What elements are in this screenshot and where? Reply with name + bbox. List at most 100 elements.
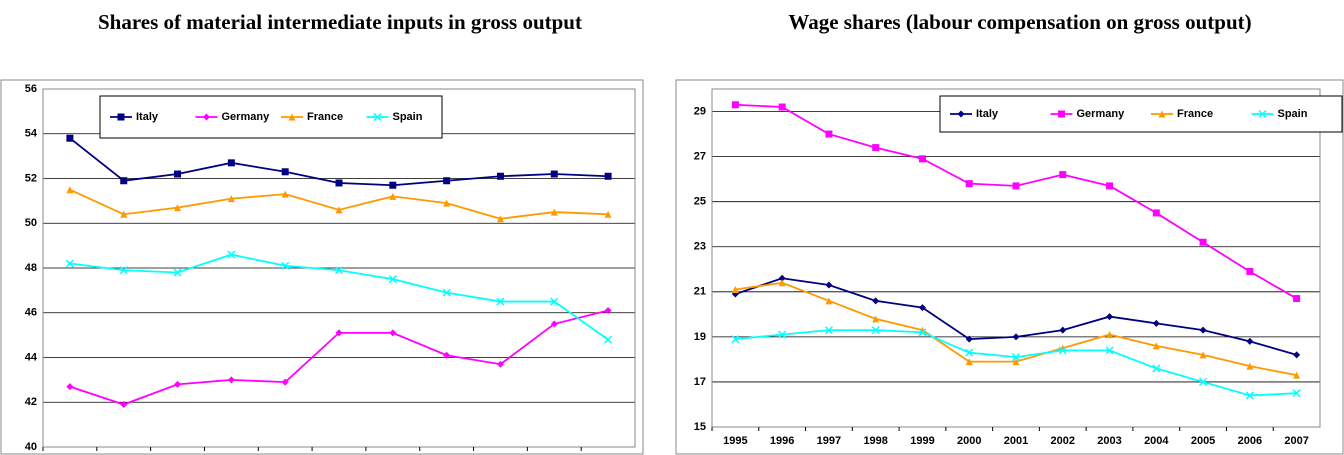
marker xyxy=(1059,326,1067,334)
marker xyxy=(496,360,504,368)
marker xyxy=(1199,326,1207,334)
marker xyxy=(281,261,290,270)
marker xyxy=(496,297,505,306)
marker xyxy=(388,275,397,284)
marker xyxy=(1011,353,1021,362)
marker xyxy=(1246,337,1254,345)
marker xyxy=(1258,109,1267,119)
marker xyxy=(918,304,926,312)
marker xyxy=(496,172,504,180)
marker xyxy=(778,330,787,339)
line xyxy=(735,277,1297,356)
marker xyxy=(1152,209,1160,217)
marker xyxy=(174,170,182,178)
y-tick-label: 52 xyxy=(25,172,37,184)
marker xyxy=(1012,358,1020,366)
marker xyxy=(1058,346,1067,355)
marker xyxy=(824,326,833,335)
y-tick-label: 46 xyxy=(25,307,37,319)
marker xyxy=(604,307,612,315)
marker xyxy=(119,266,128,275)
marker xyxy=(227,195,235,203)
y-tick-label: 48 xyxy=(25,262,37,274)
marker xyxy=(871,326,880,335)
marker xyxy=(825,130,833,138)
x-tick-label: 2003 xyxy=(1097,435,1121,447)
marker xyxy=(604,210,612,218)
legend-label: Italy xyxy=(976,108,999,120)
line xyxy=(69,188,609,220)
marker xyxy=(1293,351,1301,359)
marker xyxy=(1012,333,1020,341)
line xyxy=(69,253,609,341)
marker xyxy=(1199,377,1208,386)
marker xyxy=(389,181,397,189)
marker xyxy=(1158,110,1166,118)
marker xyxy=(1106,331,1114,339)
marker xyxy=(1152,342,1160,350)
marker xyxy=(120,210,128,218)
x-tick-label: 1998 xyxy=(863,435,887,447)
marker xyxy=(872,144,880,152)
chart-frame xyxy=(675,79,1344,455)
x-tick-label: 1996 xyxy=(770,435,794,447)
marker xyxy=(66,186,74,194)
y-tick-label: 50 xyxy=(25,217,37,229)
marker xyxy=(778,279,786,287)
marker xyxy=(550,297,559,306)
marker xyxy=(1246,268,1254,276)
y-tick-label: 29 xyxy=(694,105,706,117)
x-tick-label: 2006 xyxy=(1238,435,1262,447)
marker xyxy=(120,177,128,185)
marker xyxy=(1245,391,1254,400)
marker xyxy=(825,281,833,289)
marker xyxy=(443,199,451,207)
plot-border xyxy=(711,88,1321,428)
x-tick-label: 1995 xyxy=(723,435,747,447)
y-tick-label: 56 xyxy=(25,83,37,95)
marker xyxy=(117,113,125,121)
marker xyxy=(604,172,612,180)
y-tick-label: 25 xyxy=(694,196,706,208)
marker xyxy=(778,103,786,111)
marker xyxy=(65,259,74,268)
legend-box xyxy=(939,95,1343,133)
legend-label: Spain xyxy=(1278,108,1308,120)
marker xyxy=(965,180,973,188)
y-tick-label: 54 xyxy=(25,128,38,140)
y-tick-label: 19 xyxy=(694,331,706,343)
y-tick-label: 44 xyxy=(25,351,38,363)
marker xyxy=(1012,182,1020,190)
x-tick-label: 1997 xyxy=(817,435,841,447)
y-tick-label: 27 xyxy=(694,151,706,163)
marker xyxy=(443,177,451,185)
marker xyxy=(604,335,613,344)
marker xyxy=(872,315,880,323)
marker xyxy=(120,400,128,408)
marker xyxy=(550,170,558,178)
y-tick-label: 42 xyxy=(25,396,37,408)
legend-label: Germany xyxy=(1077,108,1126,120)
y-tick-label: 17 xyxy=(694,376,706,388)
chart-frame xyxy=(0,79,644,455)
marker xyxy=(373,112,382,122)
marker xyxy=(443,351,451,359)
marker xyxy=(918,328,927,337)
marker xyxy=(281,378,289,386)
marker xyxy=(1199,238,1207,246)
y-tick-label: 23 xyxy=(694,241,706,253)
marker xyxy=(227,159,235,167)
marker xyxy=(66,383,74,391)
y-tick-label: 21 xyxy=(694,286,706,298)
marker xyxy=(957,110,965,118)
marker xyxy=(335,206,343,214)
marker xyxy=(174,204,182,212)
marker xyxy=(174,380,182,388)
marker xyxy=(1199,351,1207,359)
legend-label: Spain xyxy=(393,111,423,123)
marker xyxy=(288,113,296,121)
marker xyxy=(1105,346,1114,355)
legend-label: Italy xyxy=(136,111,159,123)
marker xyxy=(1293,371,1301,379)
